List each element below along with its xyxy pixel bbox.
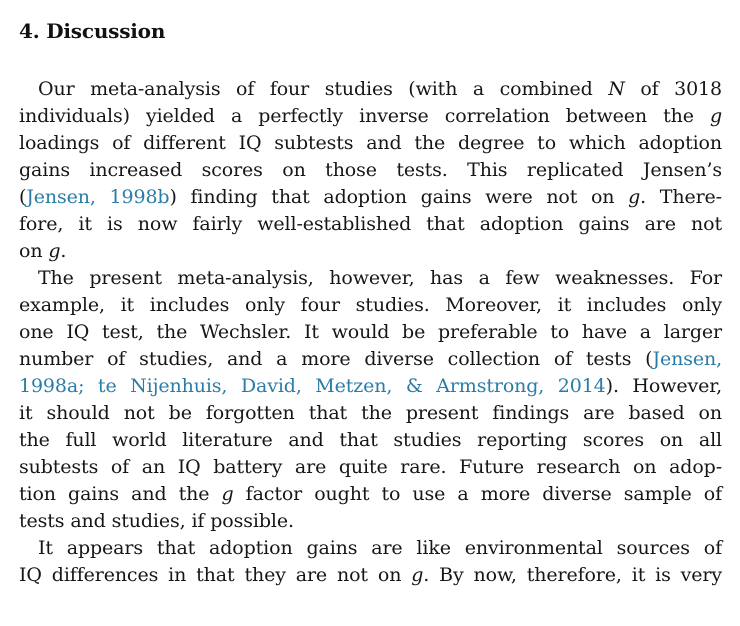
body-line: fore, it is now fairly well-established … (19, 211, 722, 238)
italic-term: g (221, 483, 234, 505)
body-line: loadings of different IQ subtests and th… (19, 130, 722, 157)
text-run: ) finding that adoption gains were not o… (169, 186, 629, 208)
citation-link[interactable]: Jensen, 1998b (26, 186, 170, 208)
body-line: number of studies, and a more diverse co… (19, 346, 722, 373)
body-line: The present meta-analysis, however, has … (19, 265, 722, 292)
text-run: it should not be forgotten that the pres… (19, 402, 722, 424)
text-run: subtests of an IQ battery are quite rare… (19, 456, 722, 478)
text-run: one IQ test, the Wechsler. It would be p… (19, 321, 722, 343)
text-run: fore, it is now fairly well-established … (19, 213, 722, 235)
text-run: tion gains and the (19, 483, 222, 505)
text-run: gains increased scores on those tests. T… (19, 159, 722, 181)
body-line: on g. (19, 238, 722, 265)
text-run: ). However, (605, 375, 722, 397)
text-run: of 3018 (624, 78, 722, 100)
text-run: . (60, 240, 67, 262)
paragraph: It appears that adoption gains are like … (19, 535, 722, 589)
body-line: one IQ test, the Wechsler. It would be p… (19, 319, 722, 346)
body-line: subtests of an IQ battery are quite rare… (19, 454, 722, 481)
text-run: . There- (640, 186, 722, 208)
body-line: it should not be forgotten that the pres… (19, 400, 722, 427)
text-run: tests and studies, if possible. (19, 510, 294, 532)
text-run: . By now, therefore, it is very (423, 564, 722, 586)
text-run: factor ought to use a more diverse sampl… (233, 483, 722, 505)
body-line: individuals) yielded a perfectly inverse… (19, 103, 722, 130)
citation-link[interactable]: Jensen, (652, 348, 722, 370)
body-line: IQ differences in that they are not on g… (19, 562, 722, 589)
text-run: loadings of different IQ subtests and th… (19, 132, 722, 154)
text-run: The present meta-analysis, however, has … (38, 267, 722, 289)
text-run: the full world literature and that studi… (19, 429, 722, 451)
body-line: tests and studies, if possible. (19, 508, 722, 535)
body-line: the full world literature and that studi… (19, 427, 722, 454)
body-line: example, it includes only four studies. … (19, 292, 722, 319)
body-line: (Jensen, 1998b) finding that adoption ga… (19, 184, 722, 211)
text-run: ( (19, 186, 27, 208)
text-run: IQ differences in that they are not on (19, 564, 412, 586)
italic-term: g (411, 564, 424, 586)
text-run: number of studies, and a more diverse co… (19, 348, 653, 370)
body-line: Our meta-analysis of four studies (with … (19, 76, 722, 103)
text-run: It appears that adoption gains are like … (38, 537, 722, 559)
body-line: 1998a; te Nijenhuis, David, Metzen, & Ar… (19, 373, 722, 400)
article-body: Our meta-analysis of four studies (with … (19, 76, 722, 589)
body-line: tion gains and the g factor ought to use… (19, 481, 722, 508)
body-line: It appears that adoption gains are like … (19, 535, 722, 562)
italic-term: g (709, 105, 722, 127)
paragraph: The present meta-analysis, however, has … (19, 265, 722, 535)
section-heading: 4. Discussion (19, 19, 166, 43)
body-line: gains increased scores on those tests. T… (19, 157, 722, 184)
text-run: example, it includes only four studies. … (19, 294, 722, 316)
italic-term: g (628, 186, 641, 208)
text-run: Our meta-analysis of four studies (with … (38, 78, 609, 100)
citation-link[interactable]: 1998a; te Nijenhuis, David, Metzen, & Ar… (19, 375, 606, 397)
italic-term: N (608, 78, 625, 100)
text-run: on (19, 240, 49, 262)
paragraph: Our meta-analysis of four studies (with … (19, 76, 722, 265)
text-run: individuals) yielded a perfectly inverse… (19, 105, 710, 127)
italic-term: g (48, 240, 61, 262)
